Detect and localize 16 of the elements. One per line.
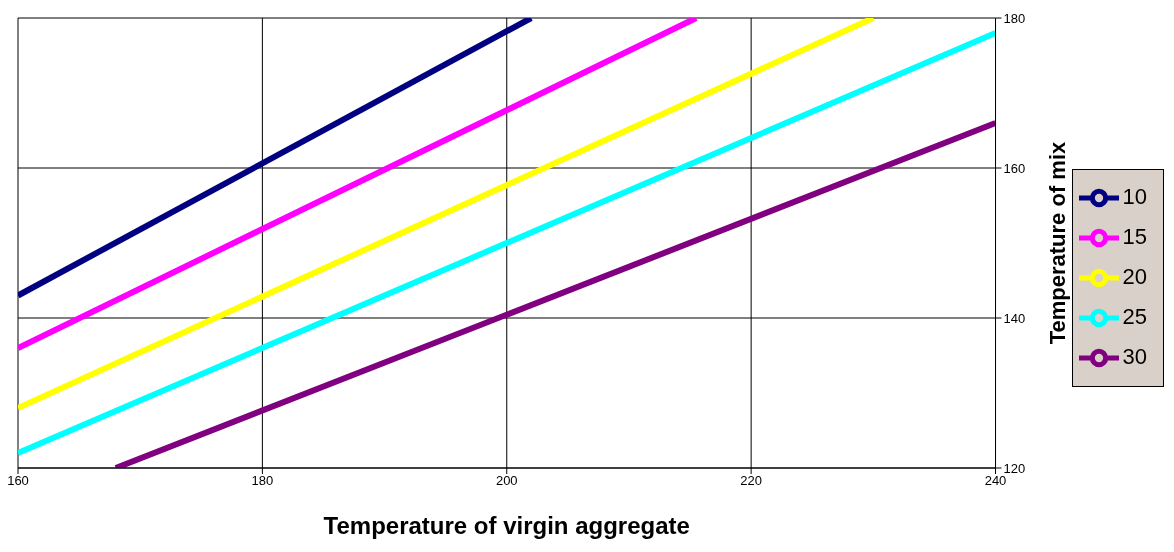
y-axis-title: Temperature of mix [1045,140,1071,345]
x-tick-label: 240 [984,473,1007,489]
legend-label: 30 [1122,343,1147,369]
x-tick-label: 160 [7,473,29,489]
y-tick-label: 120 [1003,460,1026,476]
x-tick-label: 220 [740,473,762,489]
legend-label: 10 [1122,183,1147,209]
legend-label: 20 [1122,263,1147,289]
x-tick-label: 200 [495,473,518,489]
legend-label: 15 [1122,223,1147,249]
y-tick-label: 160 [1003,160,1026,176]
x-axis-title: Temperature of virgin aggregate [323,512,690,539]
legend-label: 25 [1122,303,1147,329]
y-tick-label: 140 [1003,310,1026,326]
x-tick-label: 180 [251,473,274,489]
y-tick-label: 180 [1003,10,1026,26]
